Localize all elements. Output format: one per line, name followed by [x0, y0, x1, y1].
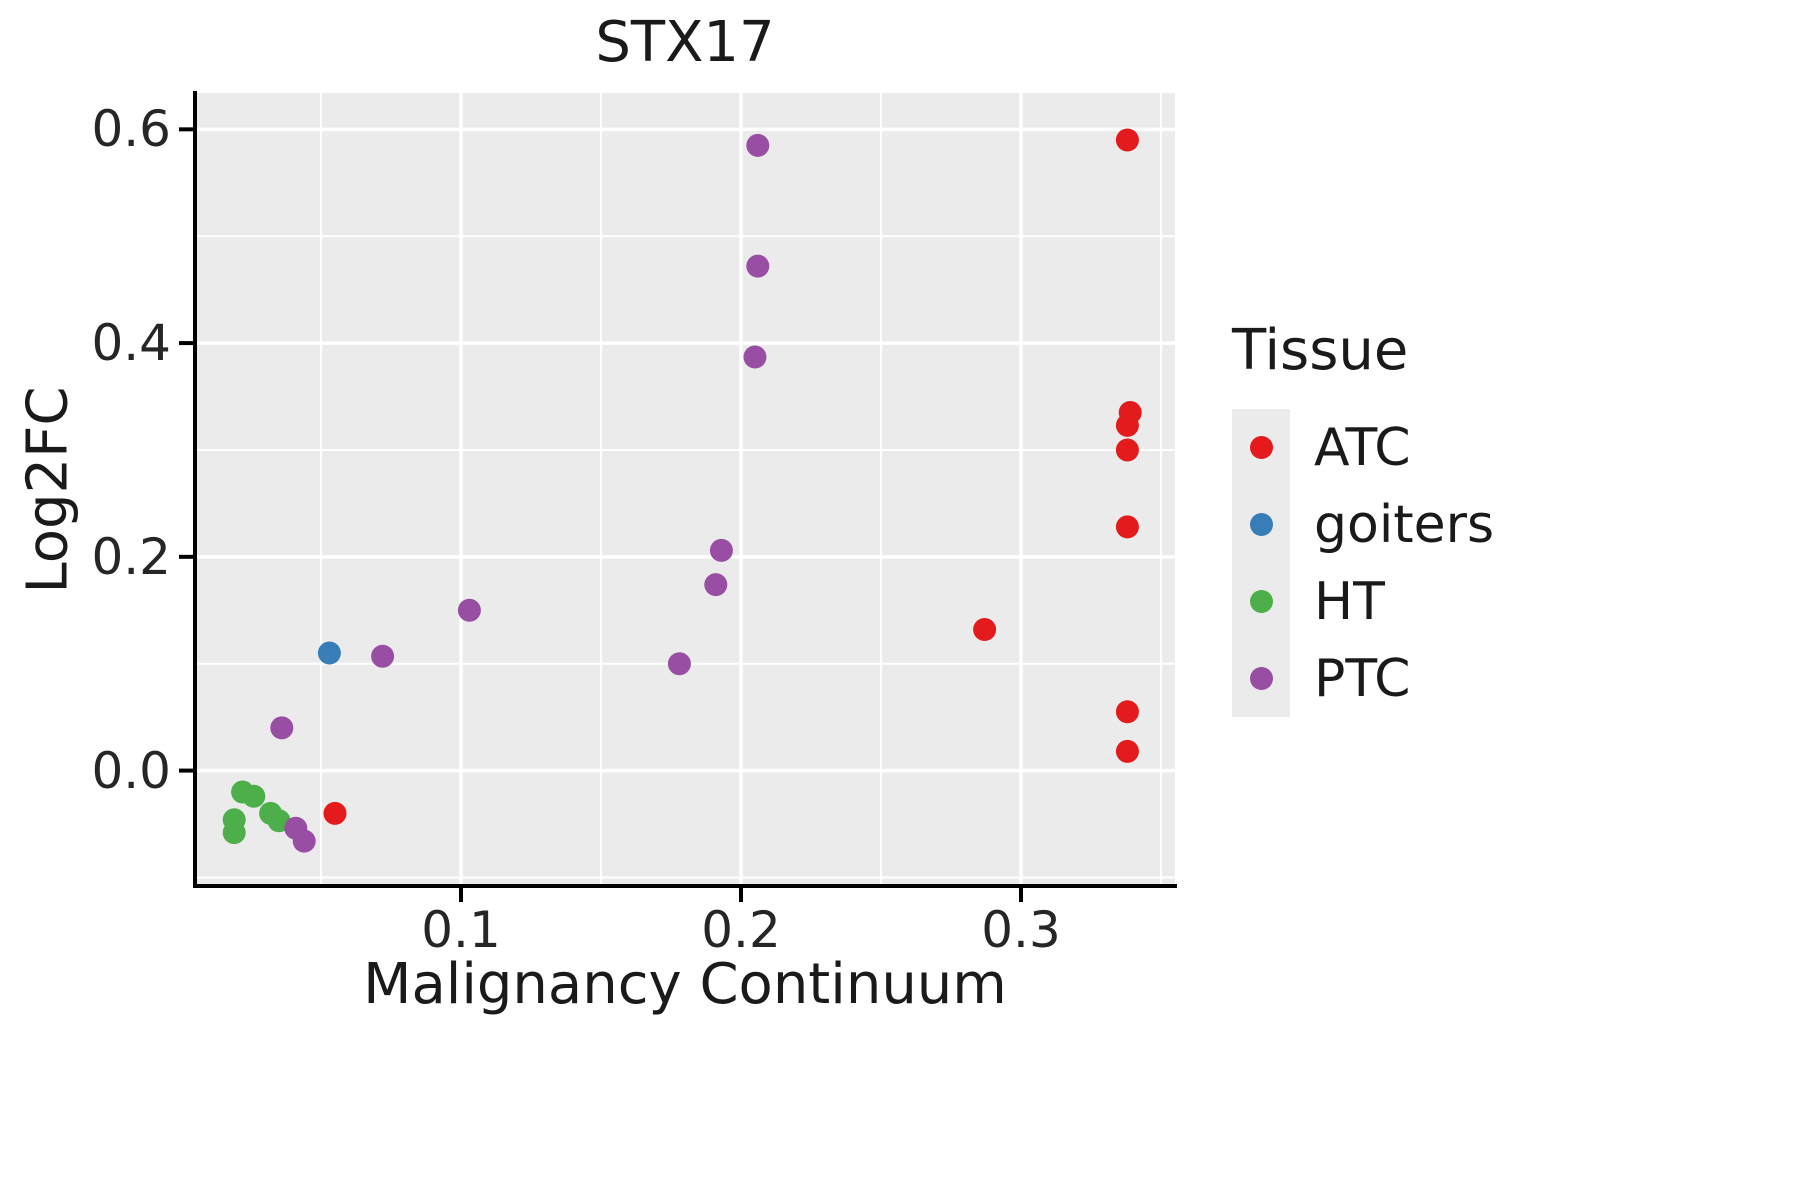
legend-item-ATC: ATC	[1232, 409, 1494, 486]
panel-background	[195, 93, 1175, 886]
x-tick-label: 0.2	[701, 901, 781, 959]
x-tick-label: 0.3	[981, 901, 1061, 959]
data-point-PTC	[709, 538, 733, 562]
legend-dot-icon	[1249, 513, 1273, 536]
data-point-PTC	[746, 133, 770, 157]
data-point-PTC	[270, 716, 294, 740]
legend-key	[1232, 409, 1290, 486]
data-point-PTC	[371, 644, 395, 668]
legend-label: ATC	[1314, 417, 1411, 478]
data-point-PTC	[667, 652, 691, 676]
data-point-ATC	[973, 618, 997, 642]
data-point-ATC	[1115, 515, 1139, 539]
data-point-ATC	[1115, 700, 1139, 724]
y-tick-label: 0.6	[91, 100, 171, 159]
y-tick-label: 0.4	[91, 314, 171, 373]
data-point-HT	[242, 784, 266, 808]
legend-label: goiters	[1314, 494, 1495, 555]
y-tick-label: 0.0	[91, 741, 171, 800]
data-point-HT	[222, 821, 246, 845]
data-point-PTC	[292, 829, 316, 853]
data-point-PTC	[457, 598, 481, 622]
legend-key	[1232, 563, 1290, 640]
legend-item-goiters: goiters	[1232, 486, 1494, 563]
legend-key	[1232, 640, 1290, 717]
data-point-ATC	[1115, 739, 1139, 763]
x-axis-label: Malignancy Continuum	[363, 952, 1007, 1017]
legend-title: Tissue	[1232, 318, 1409, 383]
legend-label: PTC	[1314, 648, 1411, 709]
legend-item-HT: HT	[1232, 563, 1494, 640]
chart-title: STX17	[595, 10, 775, 75]
legend-items: ATC goiters HT PTC	[1232, 409, 1494, 717]
legend: Tissue ATC goiters HT PTC	[1232, 318, 1494, 717]
legend-key	[1232, 486, 1290, 563]
plot-area	[179, 91, 1177, 902]
legend-dot-icon	[1249, 590, 1273, 613]
legend-label: HT	[1314, 571, 1385, 632]
data-point-PTC	[704, 573, 728, 597]
legend-item-PTC: PTC	[1232, 640, 1494, 717]
data-point-goiters	[317, 641, 341, 665]
legend-dot-icon	[1249, 667, 1273, 690]
y-tick-label: 0.2	[91, 527, 171, 586]
data-point-PTC	[743, 345, 767, 369]
x-tick-label: 0.1	[421, 901, 501, 959]
data-point-PTC	[746, 254, 770, 278]
data-point-ATC	[1115, 413, 1139, 437]
data-point-ATC	[1115, 128, 1139, 152]
data-point-ATC	[323, 801, 347, 825]
legend-dot-icon	[1249, 436, 1273, 459]
data-point-ATC	[1115, 438, 1139, 462]
